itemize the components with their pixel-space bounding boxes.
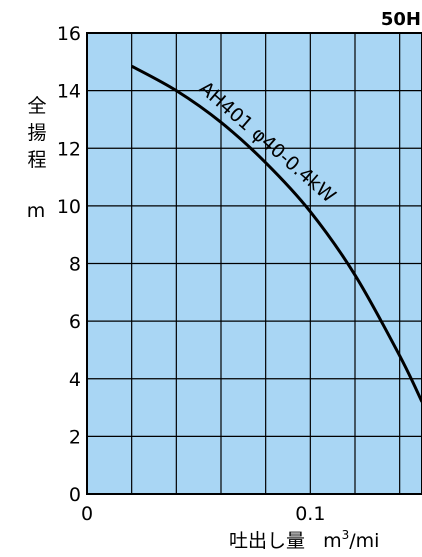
xlabel-unit-sup: 3 — [342, 528, 350, 542]
y-tick-label: 4 — [69, 369, 81, 391]
ylabel-unit: m — [27, 200, 46, 222]
xlabel-text: 吐出し量 — [229, 530, 305, 552]
y-tick-label: 12 — [57, 138, 81, 160]
y-tick-label: 0 — [69, 484, 81, 506]
y-tick-label: 10 — [57, 196, 81, 218]
y-tick-label: 6 — [69, 311, 81, 333]
x-tick-label: 0 — [81, 503, 93, 525]
xlabel: 吐出し量 m3/mi — [229, 528, 379, 552]
x-tick-label: 0.1 — [295, 503, 325, 525]
ylabel-char-1: 全 — [27, 95, 46, 117]
y-tick-label: 2 — [69, 426, 81, 448]
tick-labels: 0 2 4 6 8 10 12 14 16 0 0.1 — [57, 23, 326, 525]
xlabel-unit-tail: /mi — [349, 530, 379, 552]
ylabel-char-2: 揚 — [27, 122, 46, 144]
ylabel-char-3: 程 — [27, 149, 46, 171]
grid — [87, 33, 422, 494]
series-line — [130, 64, 422, 403]
xlabel-unit-base: m — [323, 530, 342, 552]
y-tick-label: 16 — [57, 23, 81, 45]
y-tick-label: 8 — [69, 254, 81, 276]
y-tick-label: 14 — [57, 81, 81, 103]
corner-label: 50H — [381, 9, 421, 30]
